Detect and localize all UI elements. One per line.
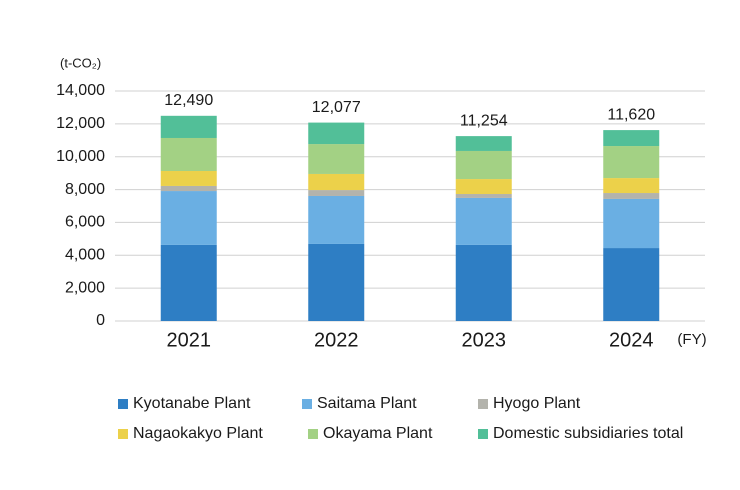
legend-swatch <box>478 429 488 439</box>
bar-segment <box>455 179 512 195</box>
bar-segment <box>603 146 660 179</box>
legend-swatch <box>478 399 488 409</box>
y-tick-label: 2,000 <box>65 279 105 296</box>
bar-segment <box>160 137 217 172</box>
total-label: 12,490 <box>164 92 213 109</box>
y-tick-label: 6,000 <box>65 214 105 231</box>
total-label: 11,254 <box>460 112 508 129</box>
legend-label: Okayama Plant <box>323 425 433 442</box>
x-tick-label: 2024 <box>609 329 654 351</box>
y-tick-label: 0 <box>96 312 105 329</box>
total-label: 12,077 <box>312 99 361 116</box>
bar-segment <box>160 115 217 138</box>
bar-segment <box>308 173 365 191</box>
bar-segment <box>603 248 660 321</box>
bar-segment <box>455 197 512 245</box>
legend-label: Hyogo Plant <box>493 395 581 412</box>
bar-segment <box>455 136 512 151</box>
x-unit: (FY) <box>677 331 706 348</box>
x-tick-label: 2023 <box>462 329 507 351</box>
bar-segment <box>160 171 217 186</box>
bar-segment <box>160 244 217 321</box>
legend-swatch <box>118 399 128 409</box>
bar-segment <box>308 243 365 321</box>
y-tick-label: 8,000 <box>65 181 105 198</box>
bar-segment <box>455 244 512 321</box>
bar-segment <box>160 185 217 192</box>
y-tick-label: 12,000 <box>56 115 105 132</box>
y-tick-label: 14,000 <box>56 82 105 99</box>
legend-swatch <box>118 429 128 439</box>
bar-segment <box>603 198 660 249</box>
legend-swatch <box>308 429 318 439</box>
bar-segment <box>455 150 512 180</box>
legend-label: Nagaokakyo Plant <box>133 425 263 442</box>
y-tick-label: 4,000 <box>65 247 105 264</box>
bar-segment <box>308 144 365 174</box>
y-unit: (t-CO₂) <box>60 55 101 70</box>
legend-label: Saitama Plant <box>317 395 417 412</box>
bar-segment <box>603 130 660 147</box>
total-label: 11,620 <box>607 106 655 123</box>
y-tick-label: 10,000 <box>56 148 105 165</box>
bar-segment <box>160 191 217 245</box>
bar-segment <box>308 195 365 244</box>
bar-segment <box>455 194 512 198</box>
bar-segment <box>603 178 660 194</box>
bar-segment <box>308 122 365 145</box>
bar-segment <box>308 190 365 196</box>
bar-segment <box>603 193 660 199</box>
x-tick-label: 2022 <box>314 329 359 351</box>
x-tick-label: 2021 <box>167 329 212 351</box>
legend-label: Domestic subsidiaries total <box>493 425 683 442</box>
legend-label: Kyotanabe Plant <box>133 395 251 412</box>
legend-swatch <box>302 399 312 409</box>
